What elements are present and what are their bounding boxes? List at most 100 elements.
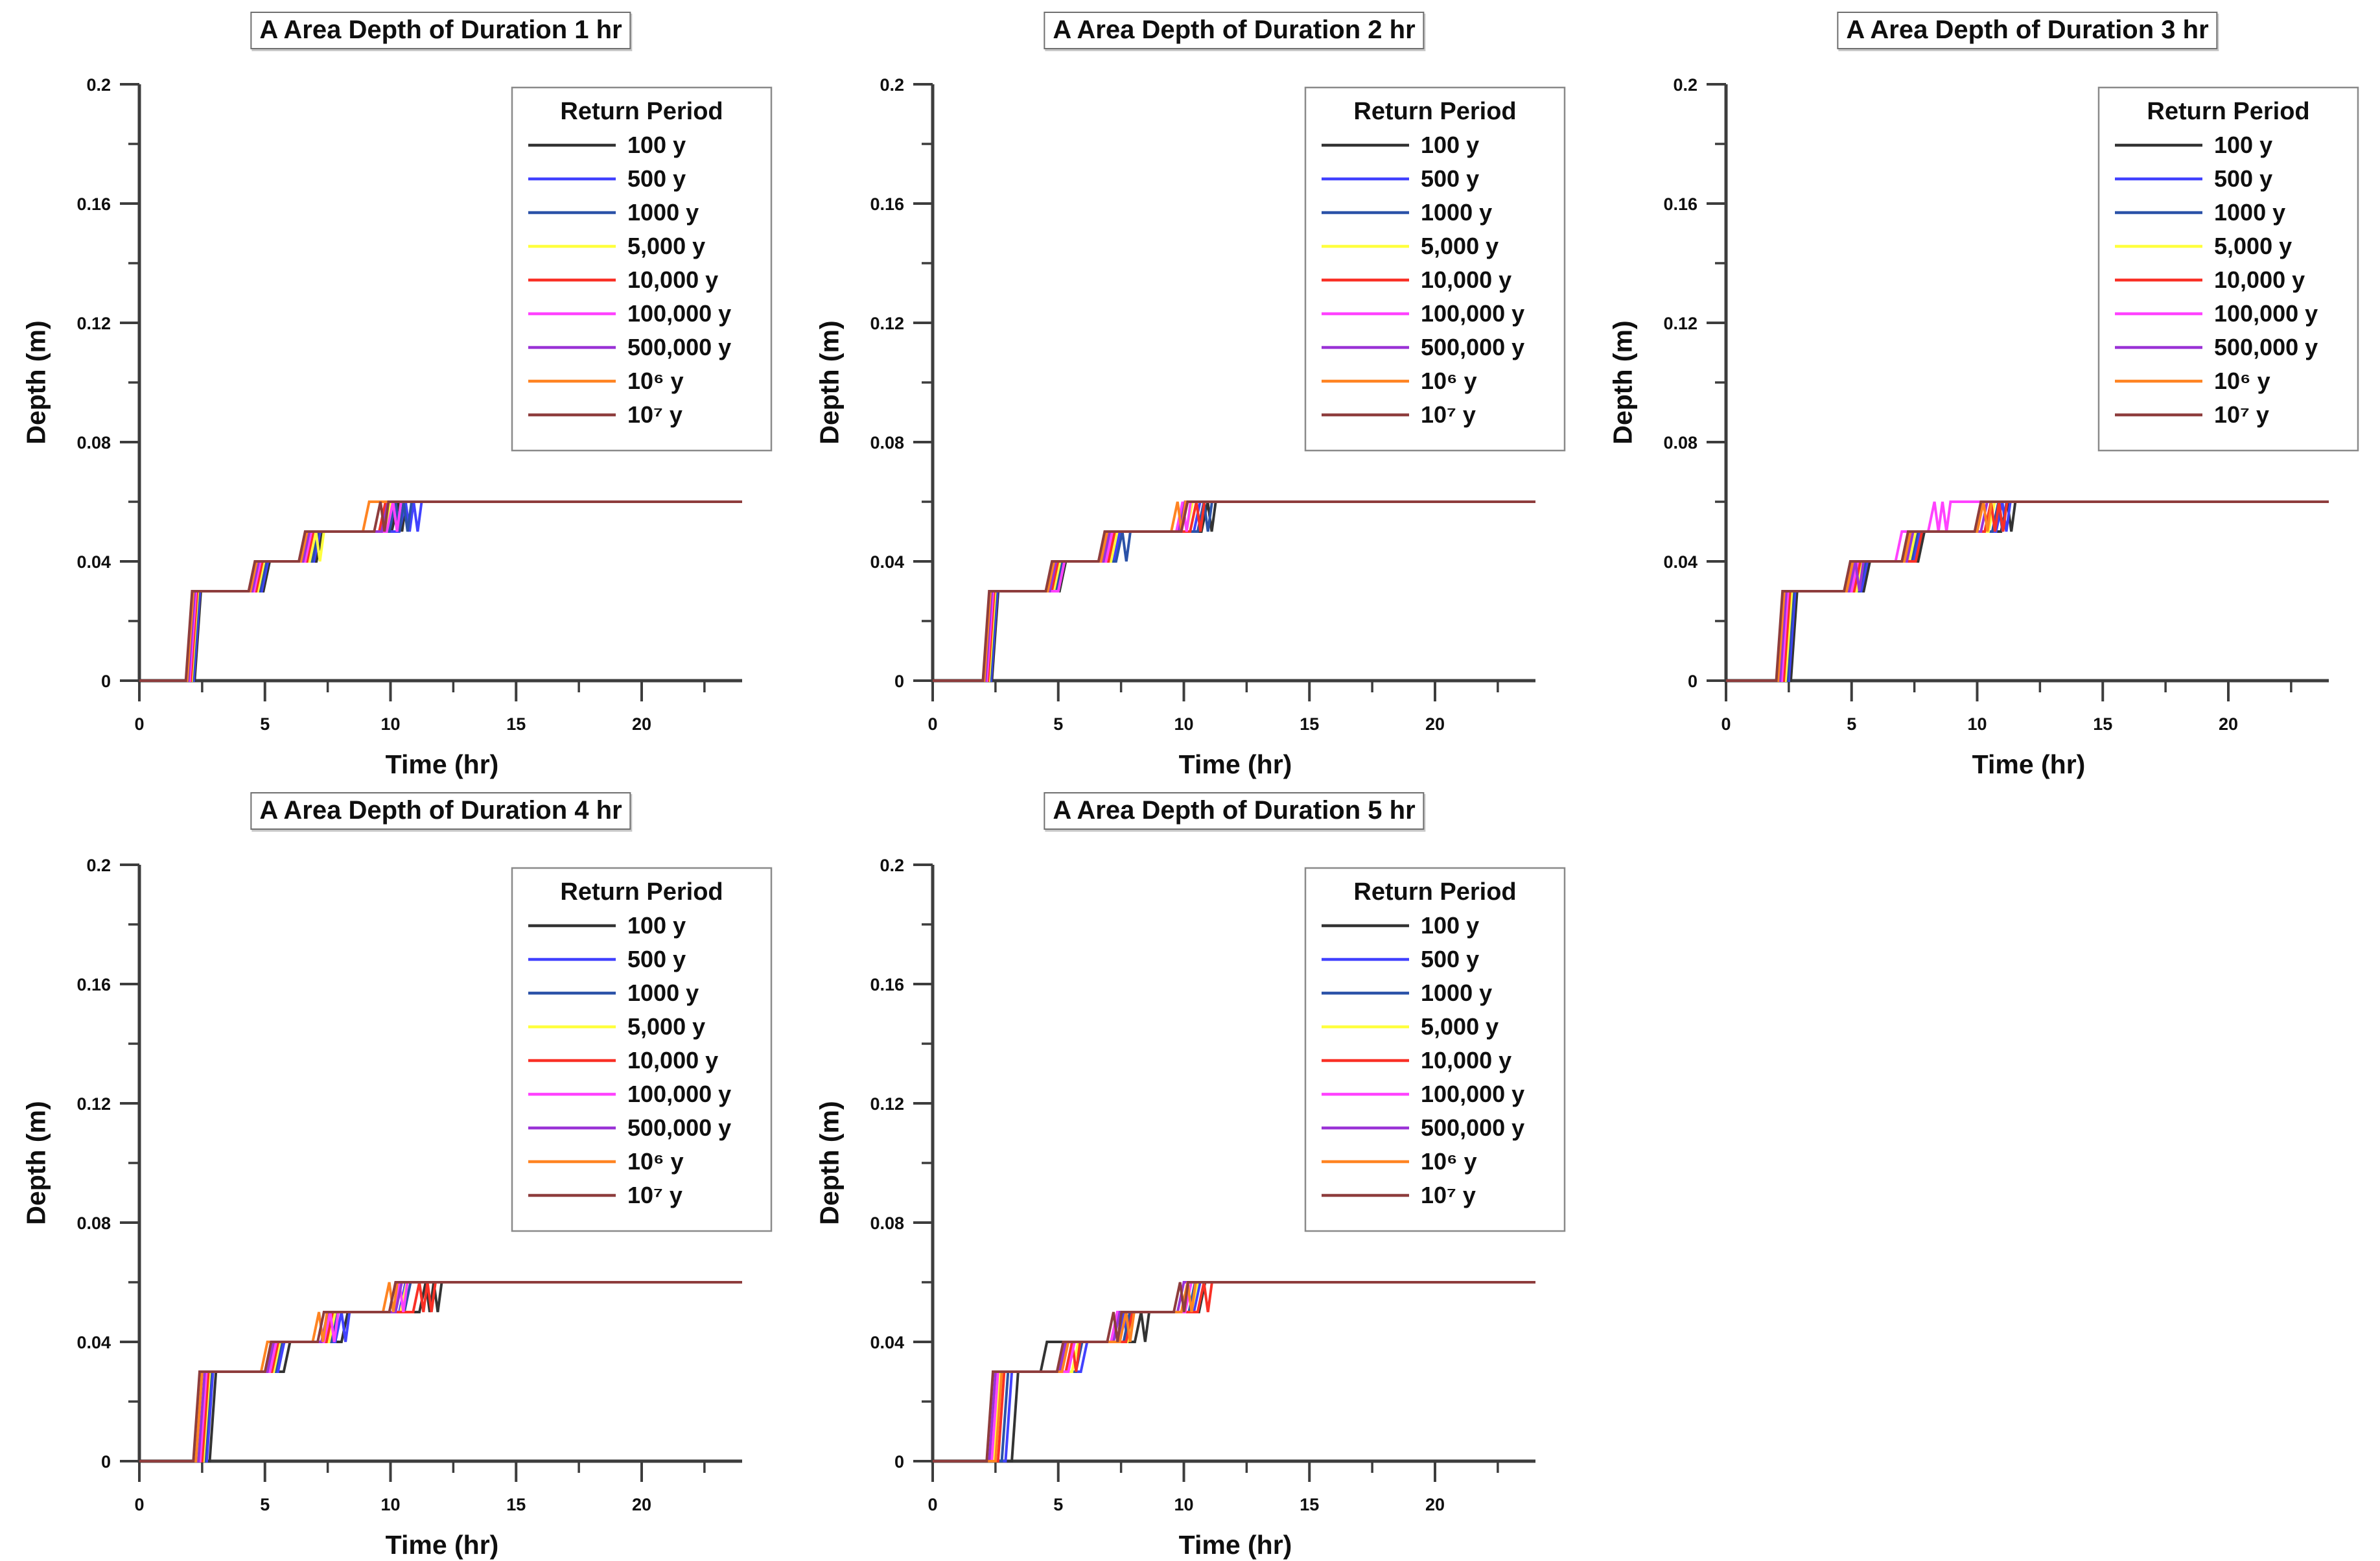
y-tick-label: 0	[1688, 672, 1698, 691]
legend: Return Period 100 y 500 y 1000 y 5,000 y 10,0…	[1304, 867, 1566, 1232]
series-line-7-10-y	[1726, 500, 2329, 682]
chart-5-title: A Area Depth of Duration 5 hr	[1044, 792, 1425, 830]
legend-item-label-3-5-000-y: 5,000 y	[1421, 233, 1499, 259]
y-tick-label: 0	[101, 1452, 111, 1472]
y-tick-label: 0.08	[76, 433, 111, 452]
legend-item-label-1-500-y: 500 y	[1421, 946, 1479, 972]
legend-item-label-4-10-000-y: 10,000 y	[2214, 266, 2305, 293]
chart-4-y-axis-label: Depth (m)	[21, 1101, 51, 1225]
x-tick-label: 15	[1300, 714, 1319, 734]
legend-box	[1304, 867, 1566, 1232]
legend-box	[2097, 86, 2359, 452]
series-line-0-100-y	[1726, 500, 2329, 682]
x-tick-label: 0	[928, 1495, 937, 1514]
y-tick-label: 0.12	[76, 1094, 111, 1114]
legend-title: Return Period	[560, 878, 723, 906]
axes: 0 0.04 0.08 0.12 0.16 0.2 0 5 10 15 20	[870, 856, 1535, 1514]
series-line-1-500-y	[1726, 500, 2329, 682]
chart-3-plot: 0 0.04 0.08 0.12 0.16 0.2 0 5 10 15 20 Return Perio…	[1663, 75, 2359, 734]
y-tick-label: 0.04	[76, 552, 111, 572]
y-tick-label: 0.12	[76, 314, 111, 333]
legend-item-label-2-1000-y: 1000 y	[1421, 980, 1492, 1006]
legend-item-label-6-500-000-y: 500,000 y	[2214, 334, 2318, 360]
axes: 0 0.04 0.08 0.12 0.16 0.2 0 5 10 15 20	[76, 856, 742, 1514]
legend-item-label-6-500-000-y: 500,000 y	[1421, 1114, 1524, 1141]
x-tick-label: 5	[260, 714, 270, 734]
chart-2-y-axis-label: Depth (m)	[814, 320, 845, 445]
legend-title: Return Period	[1353, 878, 1516, 906]
legend-item-label-5-100-000-y: 100,000 y	[2214, 300, 2318, 327]
x-tick-label: 20	[632, 1495, 651, 1514]
y-tick-label: 0.04	[870, 552, 904, 572]
legend-box	[1304, 86, 1566, 452]
chart-1-title: A Area Depth of Duration 1 hr	[250, 12, 631, 49]
x-tick-label: 10	[1967, 714, 1987, 734]
legend-item-label-8-10-y: 10⁷ y	[2214, 401, 2269, 428]
legend-title: Return Period	[1353, 98, 1516, 125]
legend-item-label-6-500-000-y: 500,000 y	[1421, 334, 1524, 360]
series-line-8-10-y	[933, 500, 1535, 682]
y-tick-label: 0.04	[870, 1333, 904, 1352]
x-tick-label: 5	[1053, 1495, 1063, 1514]
legend-item-label-7-10-y: 10⁶ y	[1421, 368, 1477, 394]
legend-item-label-0-100-y: 100 y	[627, 132, 686, 158]
chart-1-y-axis-label: Depth (m)	[21, 320, 51, 445]
series-line-8-10-y	[1726, 500, 2329, 682]
y-tick-label: 0.2	[880, 75, 904, 95]
chart-panel-2: 0 0.04 0.08 0.12 0.16 0.2 0 5 10 15 20 Return Perio…	[793, 0, 1587, 780]
series-group	[933, 1281, 1535, 1462]
legend-item-label-7-10-y: 10⁶ y	[2214, 368, 2270, 394]
series-group	[139, 1281, 742, 1462]
x-tick-label: 15	[1300, 1495, 1319, 1514]
legend-item-label-1-500-y: 500 y	[627, 946, 686, 972]
legend-item-label-1-500-y: 500 y	[1421, 165, 1479, 192]
legend-item-label-0-100-y: 100 y	[627, 912, 686, 939]
chart-1-plot: 0 0.04 0.08 0.12 0.16 0.2 0 5 10 15 20 Return Perio…	[76, 75, 773, 734]
y-tick-label: 0.08	[1663, 433, 1698, 452]
y-tick-label: 0.2	[86, 75, 111, 95]
legend-item-label-6-500-000-y: 500,000 y	[627, 1114, 731, 1141]
legend-item-label-8-10-y: 10⁷ y	[627, 401, 682, 428]
series-line-6-500-000-y	[1726, 500, 2329, 682]
legend-item-label-3-5-000-y: 5,000 y	[627, 233, 705, 259]
legend-item-label-5-100-000-y: 100,000 y	[627, 300, 731, 327]
y-tick-label: 0.08	[870, 433, 904, 452]
x-tick-label: 5	[260, 1495, 270, 1514]
legend-item-label-4-10-000-y: 10,000 y	[627, 266, 718, 293]
chart-3-x-axis-label: Time (hr)	[1972, 749, 2086, 779]
series-group	[1726, 500, 2329, 682]
legend-item-label-3-5-000-y: 5,000 y	[2214, 233, 2292, 259]
legend: Return Period 100 y 500 y 1000 y 5,000 y 10,0…	[511, 86, 773, 452]
legend-item-label-2-1000-y: 1000 y	[627, 980, 699, 1006]
y-tick-label: 0	[894, 1452, 904, 1472]
axes: 0 0.04 0.08 0.12 0.16 0.2 0 5 10 15 20	[870, 75, 1535, 734]
y-tick-label: 0	[101, 672, 111, 691]
legend-item-label-8-10-y: 10⁷ y	[1421, 1182, 1476, 1208]
series-group	[139, 500, 742, 682]
x-tick-label: 10	[380, 1495, 400, 1514]
x-tick-label: 15	[2093, 714, 2112, 734]
legend-item-label-8-10-y: 10⁷ y	[627, 1182, 682, 1208]
legend-item-label-0-100-y: 100 y	[1421, 912, 1479, 939]
legend-item-label-5-100-000-y: 100,000 y	[627, 1081, 731, 1107]
series-line-8-10-y	[139, 1281, 742, 1462]
legend: Return Period 100 y 500 y 1000 y 5,000 y 10,0…	[511, 867, 773, 1232]
chart-4-title: A Area Depth of Duration 4 hr	[250, 792, 631, 830]
x-tick-label: 5	[1053, 714, 1063, 734]
legend-item-label-5-100-000-y: 100,000 y	[1421, 300, 1524, 327]
legend-item-label-7-10-y: 10⁶ y	[627, 368, 684, 394]
legend-item-label-8-10-y: 10⁷ y	[1421, 401, 1476, 428]
legend: Return Period 100 y 500 y 1000 y 5,000 y 10,0…	[1304, 86, 1566, 452]
x-tick-label: 5	[1847, 714, 1856, 734]
chart-5-x-axis-label: Time (hr)	[1178, 1530, 1292, 1560]
x-tick-label: 15	[506, 714, 526, 734]
series-group	[933, 500, 1535, 682]
x-tick-label: 0	[134, 714, 144, 734]
legend-item-label-0-100-y: 100 y	[2214, 132, 2272, 158]
chart-4-x-axis-label: Time (hr)	[385, 1530, 499, 1560]
legend-title: Return Period	[2147, 98, 2309, 125]
legend: Return Period 100 y 500 y 1000 y 5,000 y 10,0…	[2097, 86, 2359, 452]
x-tick-label: 10	[1174, 714, 1193, 734]
x-tick-label: 10	[380, 714, 400, 734]
y-tick-label: 0.16	[76, 194, 111, 214]
